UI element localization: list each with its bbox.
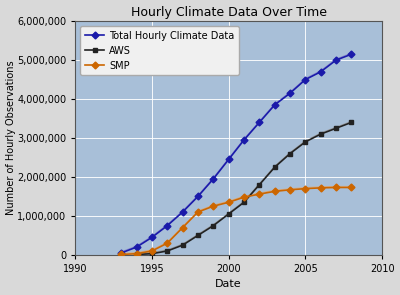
- SMP: [349, 186, 354, 189]
- AWS: [150, 252, 154, 255]
- AWS: [349, 121, 354, 124]
- AWS: [288, 152, 292, 155]
- SMP: [226, 201, 231, 204]
- AWS: [134, 253, 139, 256]
- Total Hourly Climate Data: [303, 78, 308, 81]
- AWS: [334, 127, 338, 130]
- Total Hourly Climate Data: [272, 103, 277, 106]
- Total Hourly Climate Data: [196, 195, 200, 198]
- Total Hourly Climate Data: [180, 210, 185, 214]
- Total Hourly Climate Data: [119, 251, 124, 255]
- Legend: Total Hourly Climate Data, AWS, SMP: Total Hourly Climate Data, AWS, SMP: [80, 26, 239, 76]
- AWS: [242, 201, 246, 204]
- Total Hourly Climate Data: [288, 91, 292, 95]
- SMP: [119, 253, 124, 256]
- Line: SMP: SMP: [119, 185, 354, 257]
- Total Hourly Climate Data: [165, 224, 170, 227]
- AWS: [226, 212, 231, 216]
- Total Hourly Climate Data: [242, 138, 246, 142]
- Total Hourly Climate Data: [318, 70, 323, 73]
- Total Hourly Climate Data: [211, 177, 216, 181]
- Title: Hourly Climate Data Over Time: Hourly Climate Data Over Time: [131, 6, 327, 19]
- Total Hourly Climate Data: [134, 245, 139, 249]
- AWS: [303, 140, 308, 144]
- Total Hourly Climate Data: [226, 158, 231, 161]
- SMP: [211, 204, 216, 208]
- SMP: [334, 186, 338, 189]
- SMP: [150, 249, 154, 253]
- SMP: [318, 186, 323, 190]
- SMP: [288, 188, 292, 191]
- Line: Total Hourly Climate Data: Total Hourly Climate Data: [119, 52, 354, 255]
- SMP: [272, 190, 277, 193]
- AWS: [165, 249, 170, 253]
- AWS: [272, 165, 277, 169]
- SMP: [303, 187, 308, 190]
- Total Hourly Climate Data: [334, 58, 338, 62]
- AWS: [318, 132, 323, 136]
- SMP: [180, 226, 185, 229]
- SMP: [257, 192, 262, 196]
- AWS: [257, 183, 262, 186]
- AWS: [211, 224, 216, 227]
- SMP: [134, 252, 139, 255]
- Total Hourly Climate Data: [150, 236, 154, 239]
- Line: AWS: AWS: [134, 120, 354, 257]
- Total Hourly Climate Data: [349, 53, 354, 56]
- AWS: [180, 243, 185, 247]
- SMP: [165, 241, 170, 245]
- SMP: [242, 195, 246, 199]
- Total Hourly Climate Data: [257, 121, 262, 124]
- AWS: [196, 234, 200, 237]
- SMP: [196, 210, 200, 214]
- Y-axis label: Number of Hourly Observations: Number of Hourly Observations: [6, 61, 16, 215]
- X-axis label: Date: Date: [215, 279, 242, 289]
